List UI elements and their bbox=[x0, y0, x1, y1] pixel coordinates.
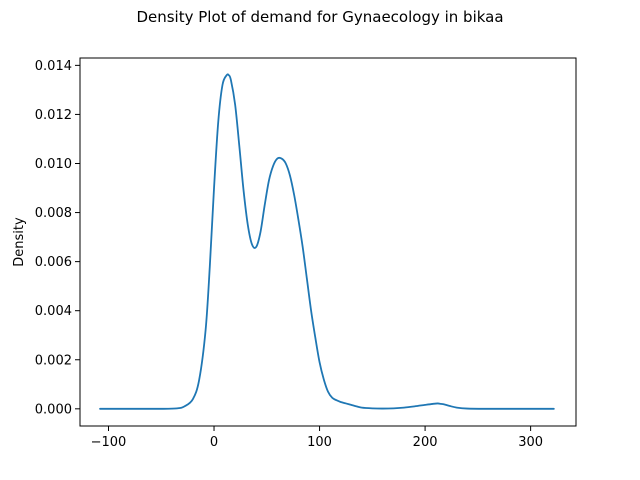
x-tick-label: 100 bbox=[307, 435, 332, 450]
y-tick-label: 0.010 bbox=[35, 157, 72, 172]
y-tick-label: 0.002 bbox=[35, 353, 72, 368]
y-tick-label: 0.008 bbox=[35, 206, 72, 221]
y-axis: 0.000 0.002 0.004 0.006 0.008 0.010 0.012 0.014 bbox=[35, 59, 80, 417]
y-tick-label: 0.014 bbox=[35, 59, 72, 74]
plot-area-frame bbox=[79, 57, 577, 427]
x-tick-label: −100 bbox=[91, 435, 127, 450]
chart-title: Density Plot of demand for Gynaecology i… bbox=[136, 8, 503, 26]
x-axis: −100 0 100 200 300 bbox=[91, 426, 543, 450]
x-tick-label: 300 bbox=[518, 435, 543, 450]
y-tick-label: 0.012 bbox=[35, 108, 72, 123]
y-axis-label: Density bbox=[12, 217, 27, 267]
y-tick-label: 0.000 bbox=[35, 402, 72, 417]
y-tick-label: 0.004 bbox=[35, 304, 72, 319]
y-tick-label: 0.006 bbox=[35, 255, 72, 270]
x-tick-label: 200 bbox=[413, 435, 438, 450]
x-tick-label: 0 bbox=[210, 435, 218, 450]
density-series-line bbox=[99, 73, 555, 410]
